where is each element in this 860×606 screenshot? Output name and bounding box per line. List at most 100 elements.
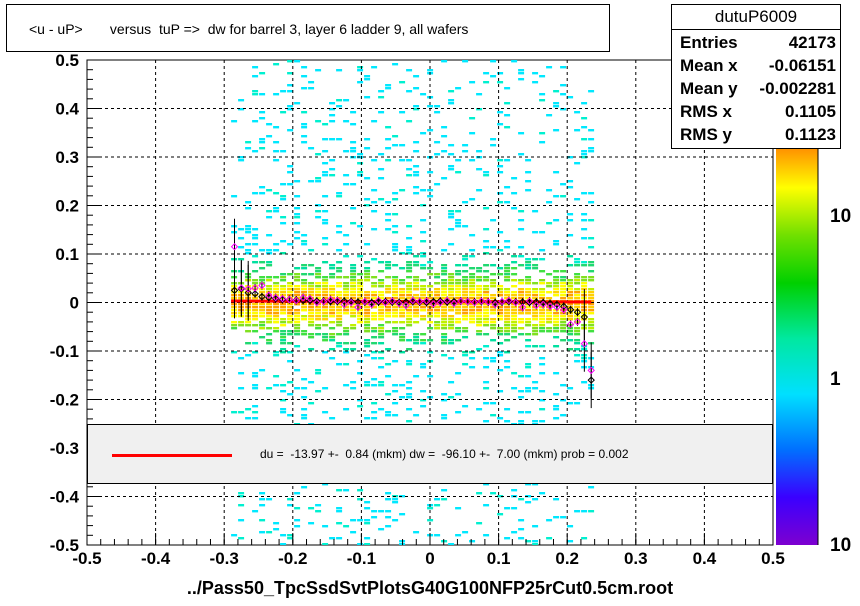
- heat-cell: [532, 264, 539, 267]
- heat-cell: [280, 273, 287, 276]
- x-tick-label: 0.4: [693, 549, 717, 568]
- heat-cell: [343, 288, 350, 291]
- heat-cell: [539, 309, 546, 312]
- heat-cell: [525, 312, 532, 315]
- profile-point-magenta: [491, 300, 499, 309]
- heat-cell: [588, 90, 595, 93]
- heat-cell: [252, 228, 259, 231]
- heat-cell: [546, 66, 553, 69]
- stats-row-rms-x: RMS x 0.1105: [672, 99, 840, 122]
- heat-cell: [532, 540, 539, 543]
- heat-cell: [280, 279, 287, 282]
- heat-cell: [497, 327, 504, 330]
- heat-cell: [350, 279, 357, 282]
- heat-cell: [539, 345, 546, 348]
- heat-cell: [308, 282, 315, 285]
- heat-cell: [455, 318, 462, 321]
- heat-cell: [280, 399, 287, 402]
- heat-cell: [490, 138, 497, 141]
- heat-cell: [441, 285, 448, 288]
- heat-cell: [511, 507, 518, 510]
- heat-cell: [420, 399, 427, 402]
- heat-cell: [350, 267, 357, 270]
- heat-cell: [539, 75, 546, 78]
- profile-point-magenta: [374, 296, 383, 305]
- heat-cell: [273, 375, 280, 378]
- heat-cell: [336, 342, 343, 345]
- stats-row-mean-x: Mean x -0.06151: [672, 53, 840, 76]
- heat-cell: [539, 321, 546, 324]
- heat-cell: [315, 291, 322, 294]
- heat-cell: [385, 321, 392, 324]
- heat-cell: [371, 384, 378, 387]
- heat-cell: [266, 276, 273, 279]
- heat-cell: [294, 279, 301, 282]
- heat-cell: [322, 339, 329, 342]
- heat-cell: [511, 261, 518, 264]
- heat-cell: [448, 309, 455, 312]
- heat-cell: [301, 396, 308, 399]
- heat-cell: [448, 243, 455, 246]
- profile-point-magenta: [416, 297, 424, 306]
- heat-cell: [336, 270, 343, 273]
- heat-cell: [483, 288, 490, 291]
- heat-cell: [504, 366, 511, 369]
- heat-cell: [357, 255, 364, 258]
- heat-cell: [385, 309, 392, 312]
- heat-cell: [364, 330, 371, 333]
- heat-cell: [476, 150, 483, 153]
- heat-cell: [266, 321, 273, 324]
- heat-cell: [371, 189, 378, 192]
- heat-cell: [483, 312, 490, 315]
- heat-cell: [336, 69, 343, 72]
- heat-cell: [385, 414, 392, 417]
- heat-cell: [252, 150, 259, 153]
- heat-cell: [399, 294, 406, 297]
- heat-cell: [322, 138, 329, 141]
- heat-cell: [476, 333, 483, 336]
- heat-cell: [518, 264, 525, 267]
- heat-cell: [301, 288, 308, 291]
- heat-cell: [560, 288, 567, 291]
- heat-cell: [553, 285, 560, 288]
- heat-cell: [588, 291, 595, 294]
- y-tick-label: 0.5: [55, 51, 79, 70]
- heat-cell: [231, 120, 238, 123]
- heat-cell: [476, 189, 483, 192]
- stats-value: -0.06151: [768, 56, 836, 75]
- heat-cell: [553, 372, 560, 375]
- heat-cell: [406, 420, 413, 423]
- profile-point-magenta: [498, 297, 506, 306]
- heat-cell: [546, 306, 553, 309]
- heat-cell: [504, 537, 511, 540]
- heat-cell: [385, 393, 392, 396]
- heat-cell: [553, 129, 560, 132]
- heat-cell: [532, 288, 539, 291]
- heat-cell: [336, 318, 343, 321]
- heat-cell: [413, 282, 420, 285]
- heat-cell: [259, 147, 266, 150]
- heat-cell: [336, 522, 343, 525]
- heat-cell: [553, 417, 560, 420]
- heat-cell: [476, 315, 483, 318]
- heat-cell: [266, 249, 273, 252]
- heat-cell: [483, 228, 490, 231]
- heat-cell: [266, 531, 273, 534]
- heat-cell: [490, 492, 497, 495]
- heat-cell: [518, 72, 525, 75]
- heat-cell: [476, 492, 483, 495]
- heat-cell: [315, 312, 322, 315]
- heat-cell: [252, 234, 259, 237]
- heat-cell: [497, 81, 504, 84]
- heat-cell: [588, 294, 595, 297]
- heat-cell: [560, 291, 567, 294]
- heat-cell: [560, 384, 567, 387]
- heat-cell: [476, 321, 483, 324]
- heat-cell: [308, 306, 315, 309]
- heat-cell: [518, 537, 525, 540]
- heat-cell: [301, 75, 308, 78]
- heat-cell: [273, 330, 280, 333]
- heat-cell: [245, 330, 252, 333]
- heat-cell: [315, 282, 322, 285]
- heat-cell: [581, 285, 588, 288]
